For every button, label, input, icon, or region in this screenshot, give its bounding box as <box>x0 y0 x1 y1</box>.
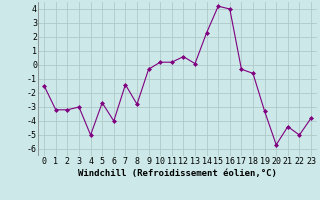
X-axis label: Windchill (Refroidissement éolien,°C): Windchill (Refroidissement éolien,°C) <box>78 169 277 178</box>
